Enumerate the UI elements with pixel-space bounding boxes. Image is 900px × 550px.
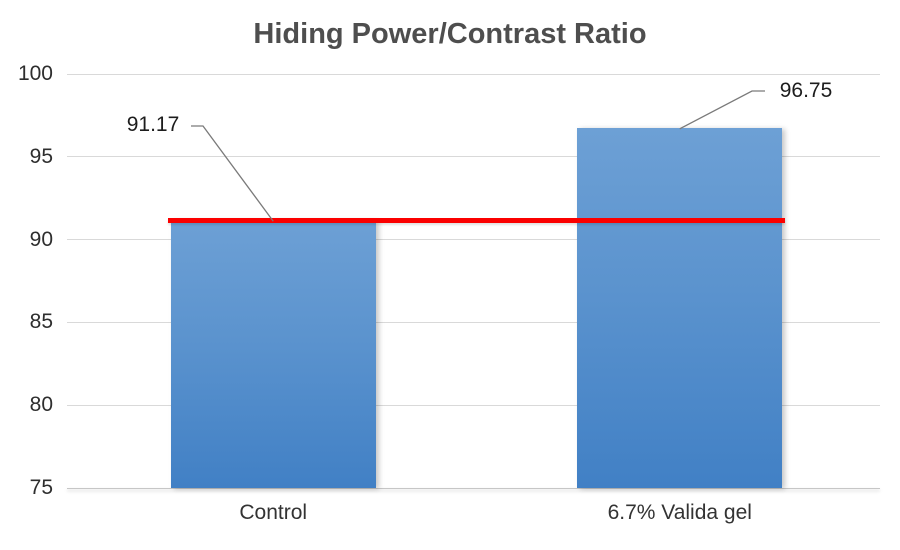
bar-6-7-valida-gel bbox=[577, 127, 783, 488]
leader-line bbox=[679, 90, 765, 130]
y-axis-tick-label: 90 bbox=[29, 227, 53, 251]
category-label-valida-gel: 6.7% Valida gel bbox=[607, 501, 752, 524]
y-axis-tick-label: 85 bbox=[29, 310, 53, 334]
reference-line bbox=[167, 217, 786, 223]
y-axis-tick-label: 95 bbox=[29, 144, 53, 168]
data-label-control: 91.17 bbox=[126, 113, 180, 136]
y-axis-tick-label: 100 bbox=[17, 62, 53, 85]
chart-title: Hiding Power/Contrast Ratio bbox=[253, 18, 647, 50]
y-axis-tick-label: 75 bbox=[29, 476, 53, 499]
leader-line bbox=[191, 125, 274, 222]
gridline bbox=[67, 404, 880, 406]
gridline bbox=[67, 73, 880, 75]
bar-control bbox=[170, 220, 376, 488]
gridline bbox=[67, 239, 880, 241]
x-axis-line bbox=[67, 487, 880, 489]
gridline bbox=[67, 321, 880, 323]
data-label-valida-gel: 96.75 bbox=[779, 79, 833, 102]
category-label-control: Control bbox=[239, 501, 308, 524]
y-axis-tick-label: 80 bbox=[29, 393, 53, 417]
gridline bbox=[67, 156, 880, 158]
